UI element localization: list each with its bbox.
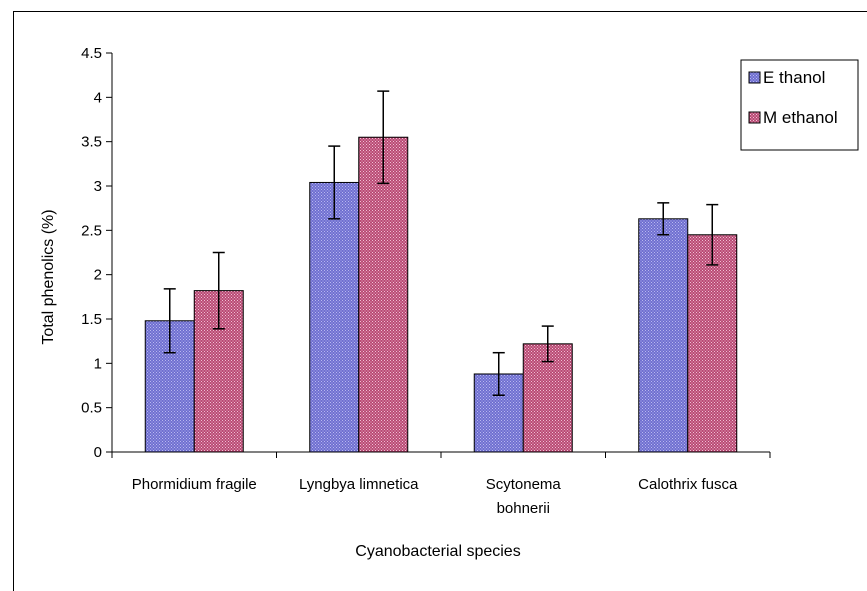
legend-label-ethanol: E thanol [763, 68, 825, 87]
x-category-label: Scytonema [486, 476, 562, 493]
x-category-label: Lyngbya limnetica [299, 476, 419, 493]
y-tick-label: 3.5 [81, 134, 102, 151]
legend-label-methanol: M ethanol [763, 108, 838, 127]
bar-methanol [358, 136, 409, 453]
legend: E thanol M ethanol [740, 59, 859, 151]
x-category-label: bohnerii [497, 500, 550, 517]
y-tick-label: 1 [94, 355, 102, 372]
legend-swatch-ethanol [748, 71, 761, 84]
legend-swatch-methanol [748, 111, 761, 124]
y-tick-label: 0 [94, 444, 102, 461]
bar-ethanol [638, 218, 689, 453]
x-category-label: Phormidium fragile [132, 476, 257, 493]
x-category-label: Calothrix fusca [638, 476, 738, 493]
bar-methanol [687, 234, 738, 453]
y-tick-label: 4 [94, 89, 102, 106]
y-tick-label: 0.5 [81, 400, 102, 417]
y-tick-label: 2 [94, 267, 102, 284]
y-axis-title: Total phenolics (%) [40, 209, 57, 344]
x-axis-title: Cyanobacterial species [355, 543, 520, 560]
bar-ethanol [309, 181, 360, 453]
y-tick-label: 3 [94, 178, 102, 195]
y-tick-label: 4.5 [81, 45, 102, 62]
y-tick-label: 1.5 [81, 311, 102, 328]
y-tick-label: 2.5 [81, 222, 102, 239]
